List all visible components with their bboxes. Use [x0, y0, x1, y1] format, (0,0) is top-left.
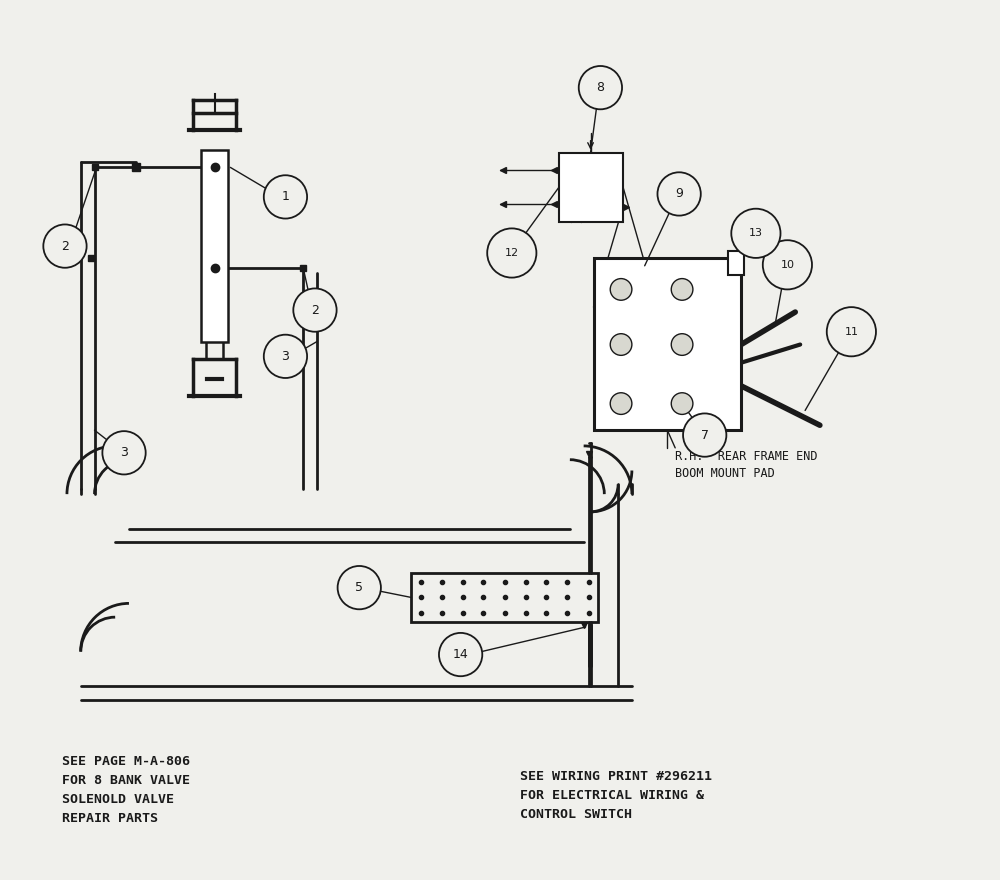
Circle shape — [763, 240, 812, 290]
Text: 3: 3 — [120, 446, 128, 459]
Text: 10: 10 — [780, 260, 794, 270]
Text: 14: 14 — [453, 648, 469, 661]
Text: 7: 7 — [701, 429, 709, 442]
Text: 3: 3 — [282, 350, 289, 363]
Text: 12: 12 — [505, 248, 519, 258]
Bar — [411, 573, 598, 622]
Circle shape — [102, 431, 146, 474]
Text: 5: 5 — [355, 581, 363, 594]
Circle shape — [338, 566, 381, 609]
Text: 9: 9 — [675, 187, 683, 201]
Text: 2: 2 — [61, 239, 69, 253]
Circle shape — [731, 209, 781, 258]
Circle shape — [610, 279, 632, 300]
Circle shape — [610, 334, 632, 356]
Circle shape — [487, 229, 536, 277]
Text: 13: 13 — [749, 228, 763, 238]
Circle shape — [579, 66, 622, 109]
Circle shape — [671, 279, 693, 300]
Circle shape — [264, 334, 307, 378]
Circle shape — [293, 289, 337, 332]
Text: R.H.  REAR FRAME END
BOOM MOUNT PAD: R.H. REAR FRAME END BOOM MOUNT PAD — [675, 450, 818, 480]
Circle shape — [43, 224, 87, 268]
Bar — [559, 152, 623, 222]
Circle shape — [827, 307, 876, 356]
Circle shape — [264, 175, 307, 218]
Circle shape — [439, 633, 482, 676]
Circle shape — [610, 392, 632, 414]
Circle shape — [671, 392, 693, 414]
Text: SEE WIRING PRINT #296211
FOR ELECTRICAL WIRING &
CONTROL SWITCH: SEE WIRING PRINT #296211 FOR ELECTRICAL … — [520, 770, 712, 821]
Text: 1: 1 — [282, 190, 289, 203]
Text: 2: 2 — [311, 304, 319, 317]
Text: 8: 8 — [596, 81, 604, 94]
Bar — [594, 258, 741, 430]
Bar — [728, 251, 744, 275]
Text: SEE PAGE M-A-806
FOR 8 BANK VALVE
SOLENOLD VALVE
REPAIR PARTS: SEE PAGE M-A-806 FOR 8 BANK VALVE SOLENO… — [62, 755, 190, 825]
Circle shape — [683, 414, 726, 457]
Bar — [201, 150, 228, 341]
Circle shape — [671, 334, 693, 356]
Circle shape — [657, 172, 701, 216]
Text: 11: 11 — [844, 326, 858, 337]
